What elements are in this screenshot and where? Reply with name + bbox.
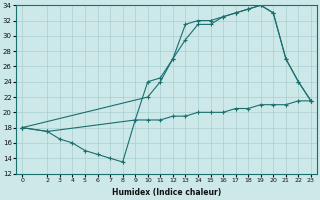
X-axis label: Humidex (Indice chaleur): Humidex (Indice chaleur) [112,188,221,197]
